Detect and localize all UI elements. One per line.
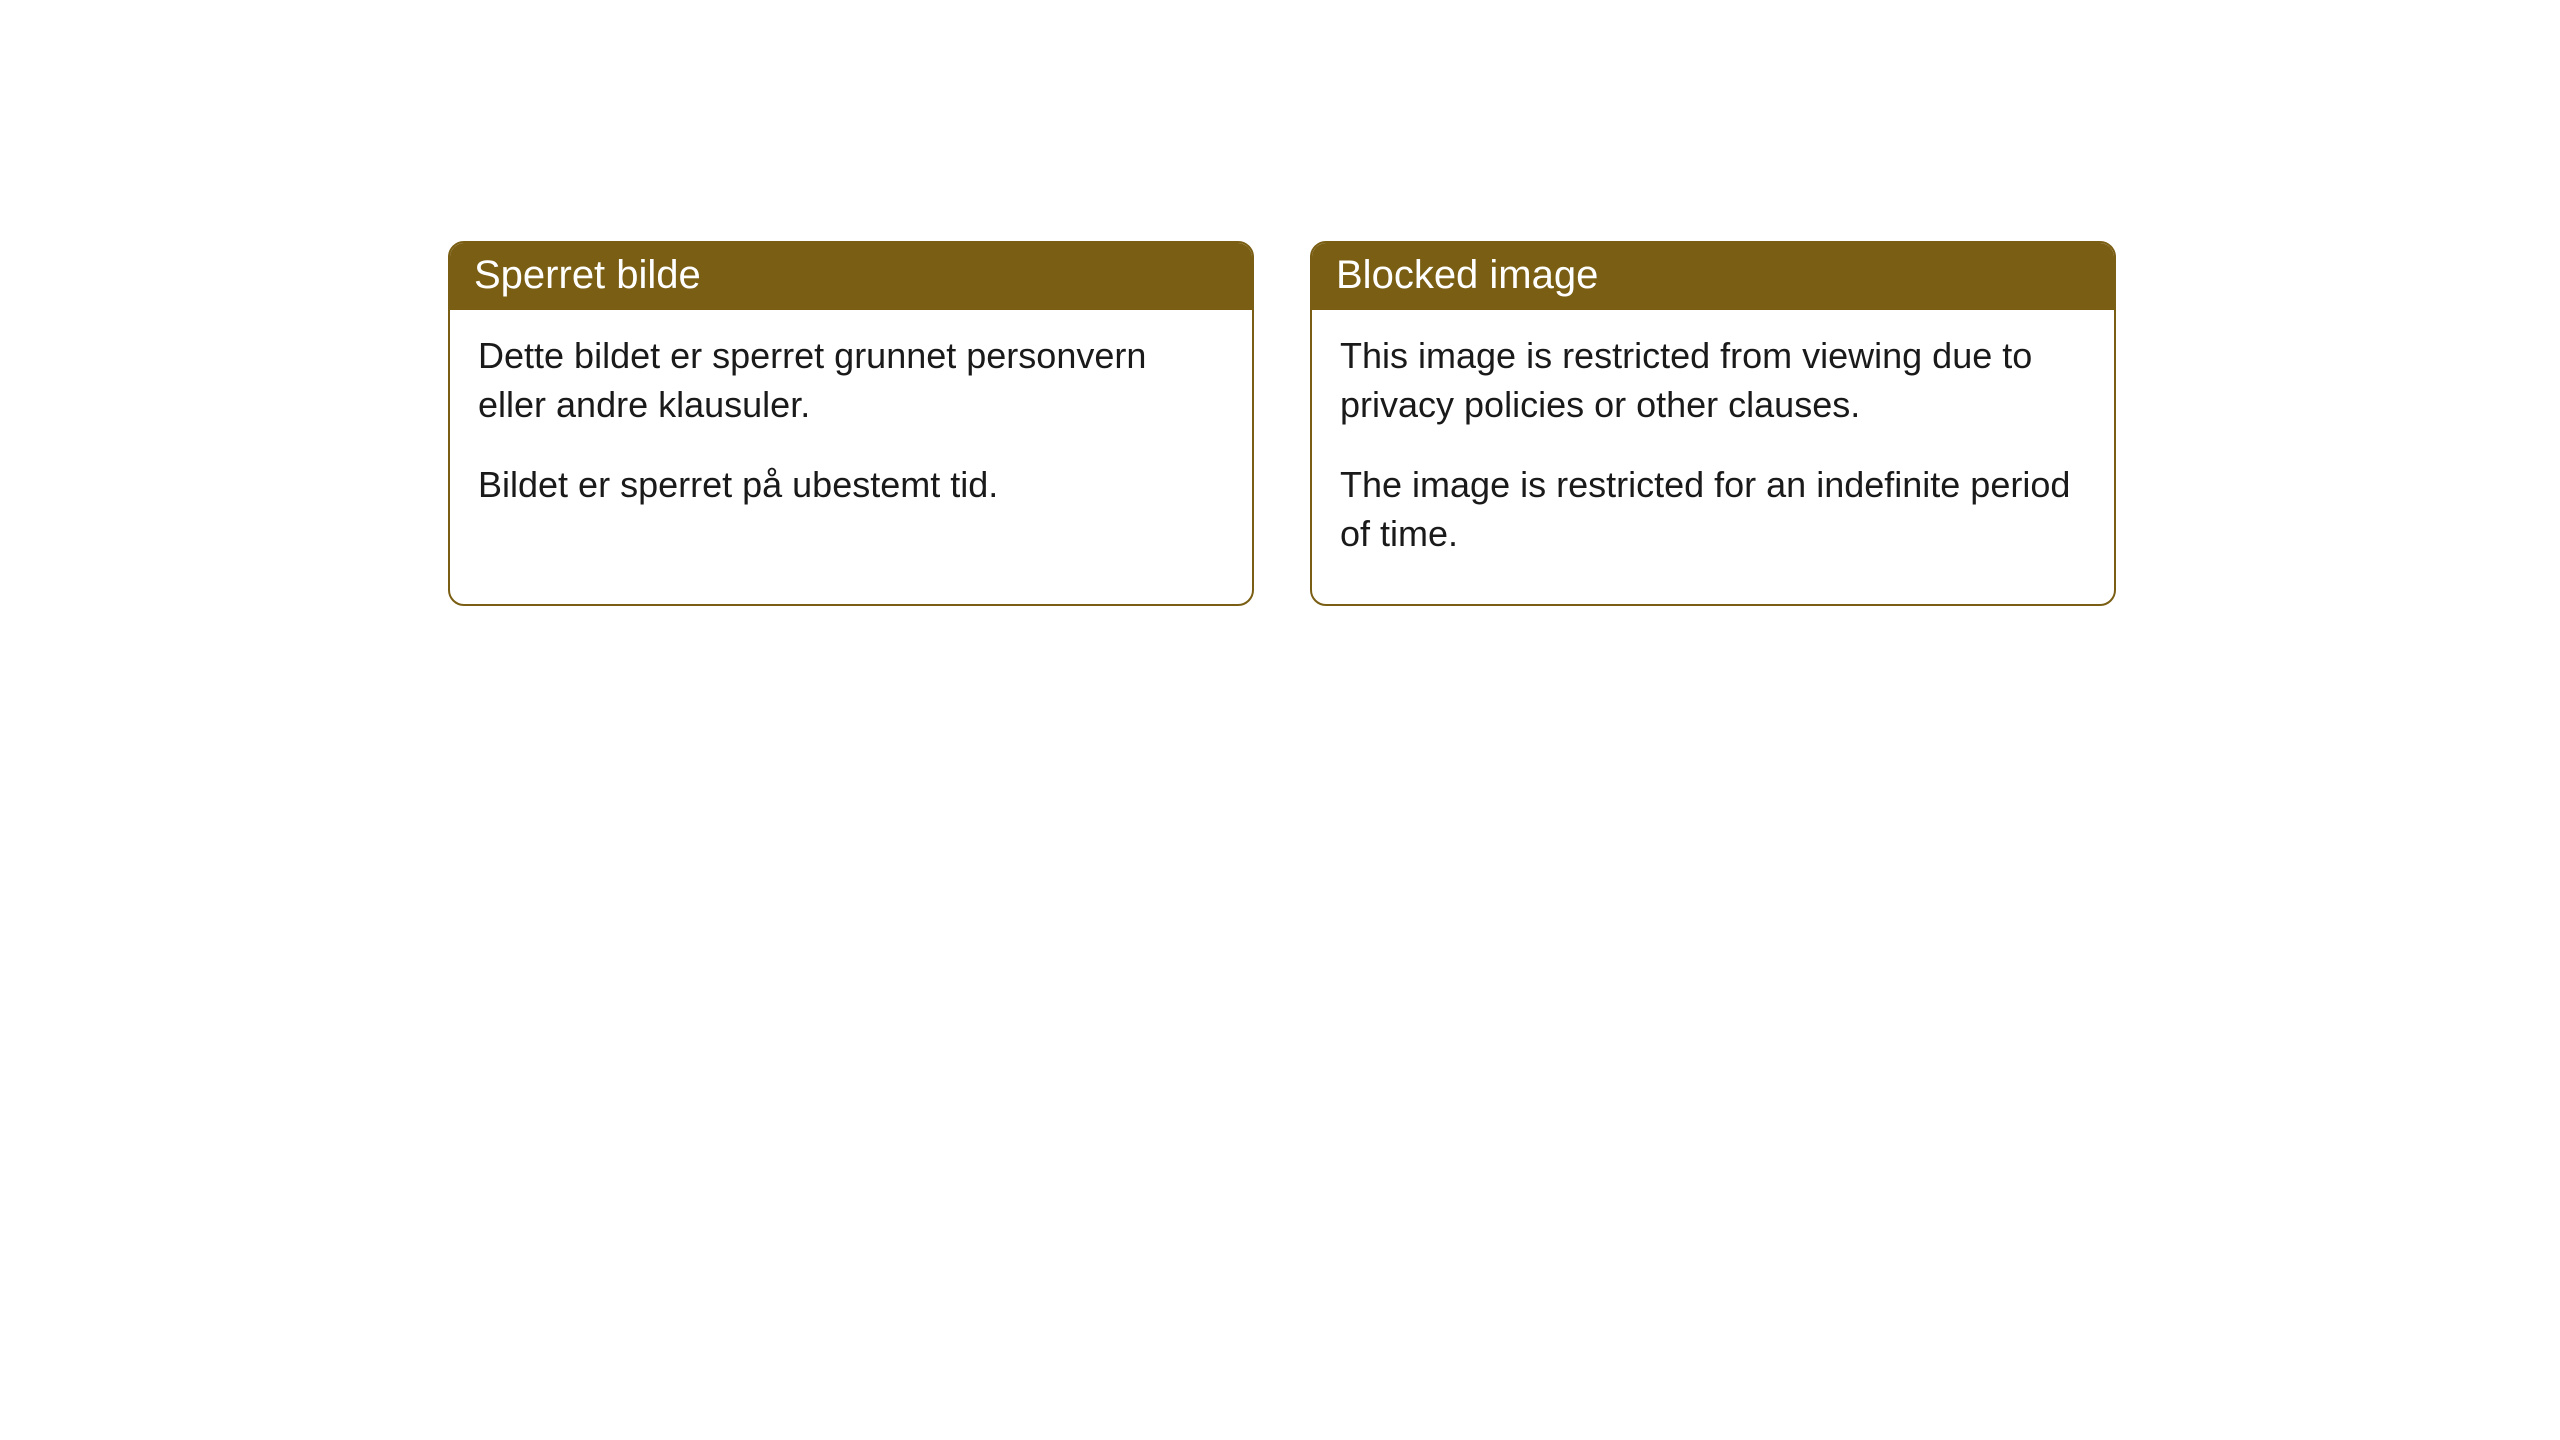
blocked-image-card-english: Blocked image This image is restricted f… xyxy=(1310,241,2116,606)
card-header-english: Blocked image xyxy=(1312,243,2114,310)
card-header-norwegian: Sperret bilde xyxy=(450,243,1252,310)
notice-paragraph-1: Dette bildet er sperret grunnet personve… xyxy=(478,332,1224,429)
card-body-english: This image is restricted from viewing du… xyxy=(1312,310,2114,604)
card-body-norwegian: Dette bildet er sperret grunnet personve… xyxy=(450,310,1252,556)
notice-container: Sperret bilde Dette bildet er sperret gr… xyxy=(0,0,2560,606)
notice-paragraph-1: This image is restricted from viewing du… xyxy=(1340,332,2086,429)
notice-paragraph-2: Bildet er sperret på ubestemt tid. xyxy=(478,461,1224,510)
blocked-image-card-norwegian: Sperret bilde Dette bildet er sperret gr… xyxy=(448,241,1254,606)
notice-paragraph-2: The image is restricted for an indefinit… xyxy=(1340,461,2086,558)
